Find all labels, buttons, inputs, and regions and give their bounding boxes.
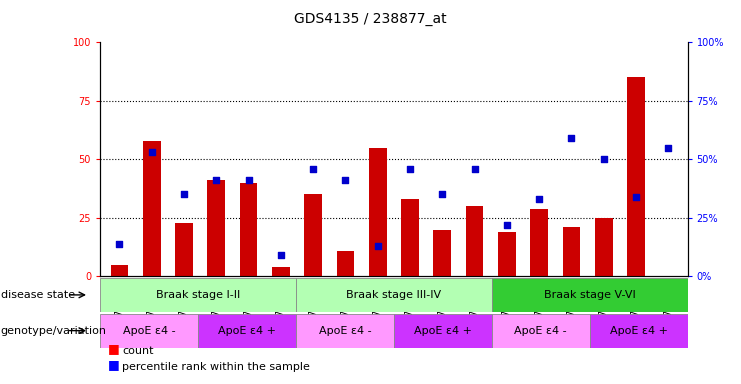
Bar xyxy=(110,265,128,276)
Text: ApoE ε4 -: ApoE ε4 - xyxy=(123,326,176,336)
Bar xyxy=(492,278,688,312)
Point xyxy=(436,191,448,197)
Bar xyxy=(100,314,198,348)
Text: Braak stage III-IV: Braak stage III-IV xyxy=(346,290,442,300)
Text: count: count xyxy=(122,346,154,356)
Text: Braak stage I-II: Braak stage I-II xyxy=(156,290,240,300)
Point xyxy=(275,252,287,258)
Point xyxy=(372,243,384,249)
Bar xyxy=(433,230,451,276)
Text: Braak stage V-VI: Braak stage V-VI xyxy=(544,290,636,300)
Point xyxy=(178,191,190,197)
Bar xyxy=(198,314,296,348)
Point xyxy=(630,194,642,200)
Point xyxy=(598,156,610,162)
Bar xyxy=(336,251,354,276)
Point xyxy=(404,166,416,172)
Bar xyxy=(296,278,492,312)
Bar xyxy=(207,180,225,276)
Bar xyxy=(562,227,580,276)
Point xyxy=(501,222,513,228)
Bar xyxy=(143,141,161,276)
Point xyxy=(565,135,577,141)
Point xyxy=(308,166,319,172)
Point xyxy=(146,149,158,156)
Bar xyxy=(175,223,193,276)
Point xyxy=(662,145,674,151)
Point xyxy=(534,196,545,202)
Bar xyxy=(100,278,296,312)
Bar xyxy=(531,209,548,276)
Bar xyxy=(401,199,419,276)
Text: genotype/variation: genotype/variation xyxy=(1,326,107,336)
Point xyxy=(468,166,480,172)
Bar xyxy=(590,314,688,348)
Text: ApoE ε4 +: ApoE ε4 + xyxy=(218,326,276,336)
Bar xyxy=(492,314,590,348)
Text: ■: ■ xyxy=(107,342,119,355)
Bar xyxy=(498,232,516,276)
Point xyxy=(339,177,351,184)
Text: GDS4135 / 238877_at: GDS4135 / 238877_at xyxy=(294,12,447,25)
Bar xyxy=(239,183,257,276)
Bar xyxy=(369,148,387,276)
Text: ApoE ε4 -: ApoE ε4 - xyxy=(319,326,371,336)
Bar xyxy=(272,267,290,276)
Text: ApoE ε4 +: ApoE ε4 + xyxy=(413,326,472,336)
Point xyxy=(242,177,254,184)
Bar xyxy=(627,78,645,276)
Point xyxy=(113,241,125,247)
Text: percentile rank within the sample: percentile rank within the sample xyxy=(122,362,310,372)
Bar xyxy=(465,206,483,276)
Bar xyxy=(296,314,394,348)
Bar xyxy=(595,218,613,276)
Text: ■: ■ xyxy=(107,358,119,371)
Point xyxy=(210,177,222,184)
Text: ApoE ε4 -: ApoE ε4 - xyxy=(514,326,567,336)
Text: ApoE ε4 +: ApoE ε4 + xyxy=(610,326,668,336)
Text: disease state: disease state xyxy=(1,290,75,300)
Bar xyxy=(305,194,322,276)
Bar xyxy=(394,314,492,348)
